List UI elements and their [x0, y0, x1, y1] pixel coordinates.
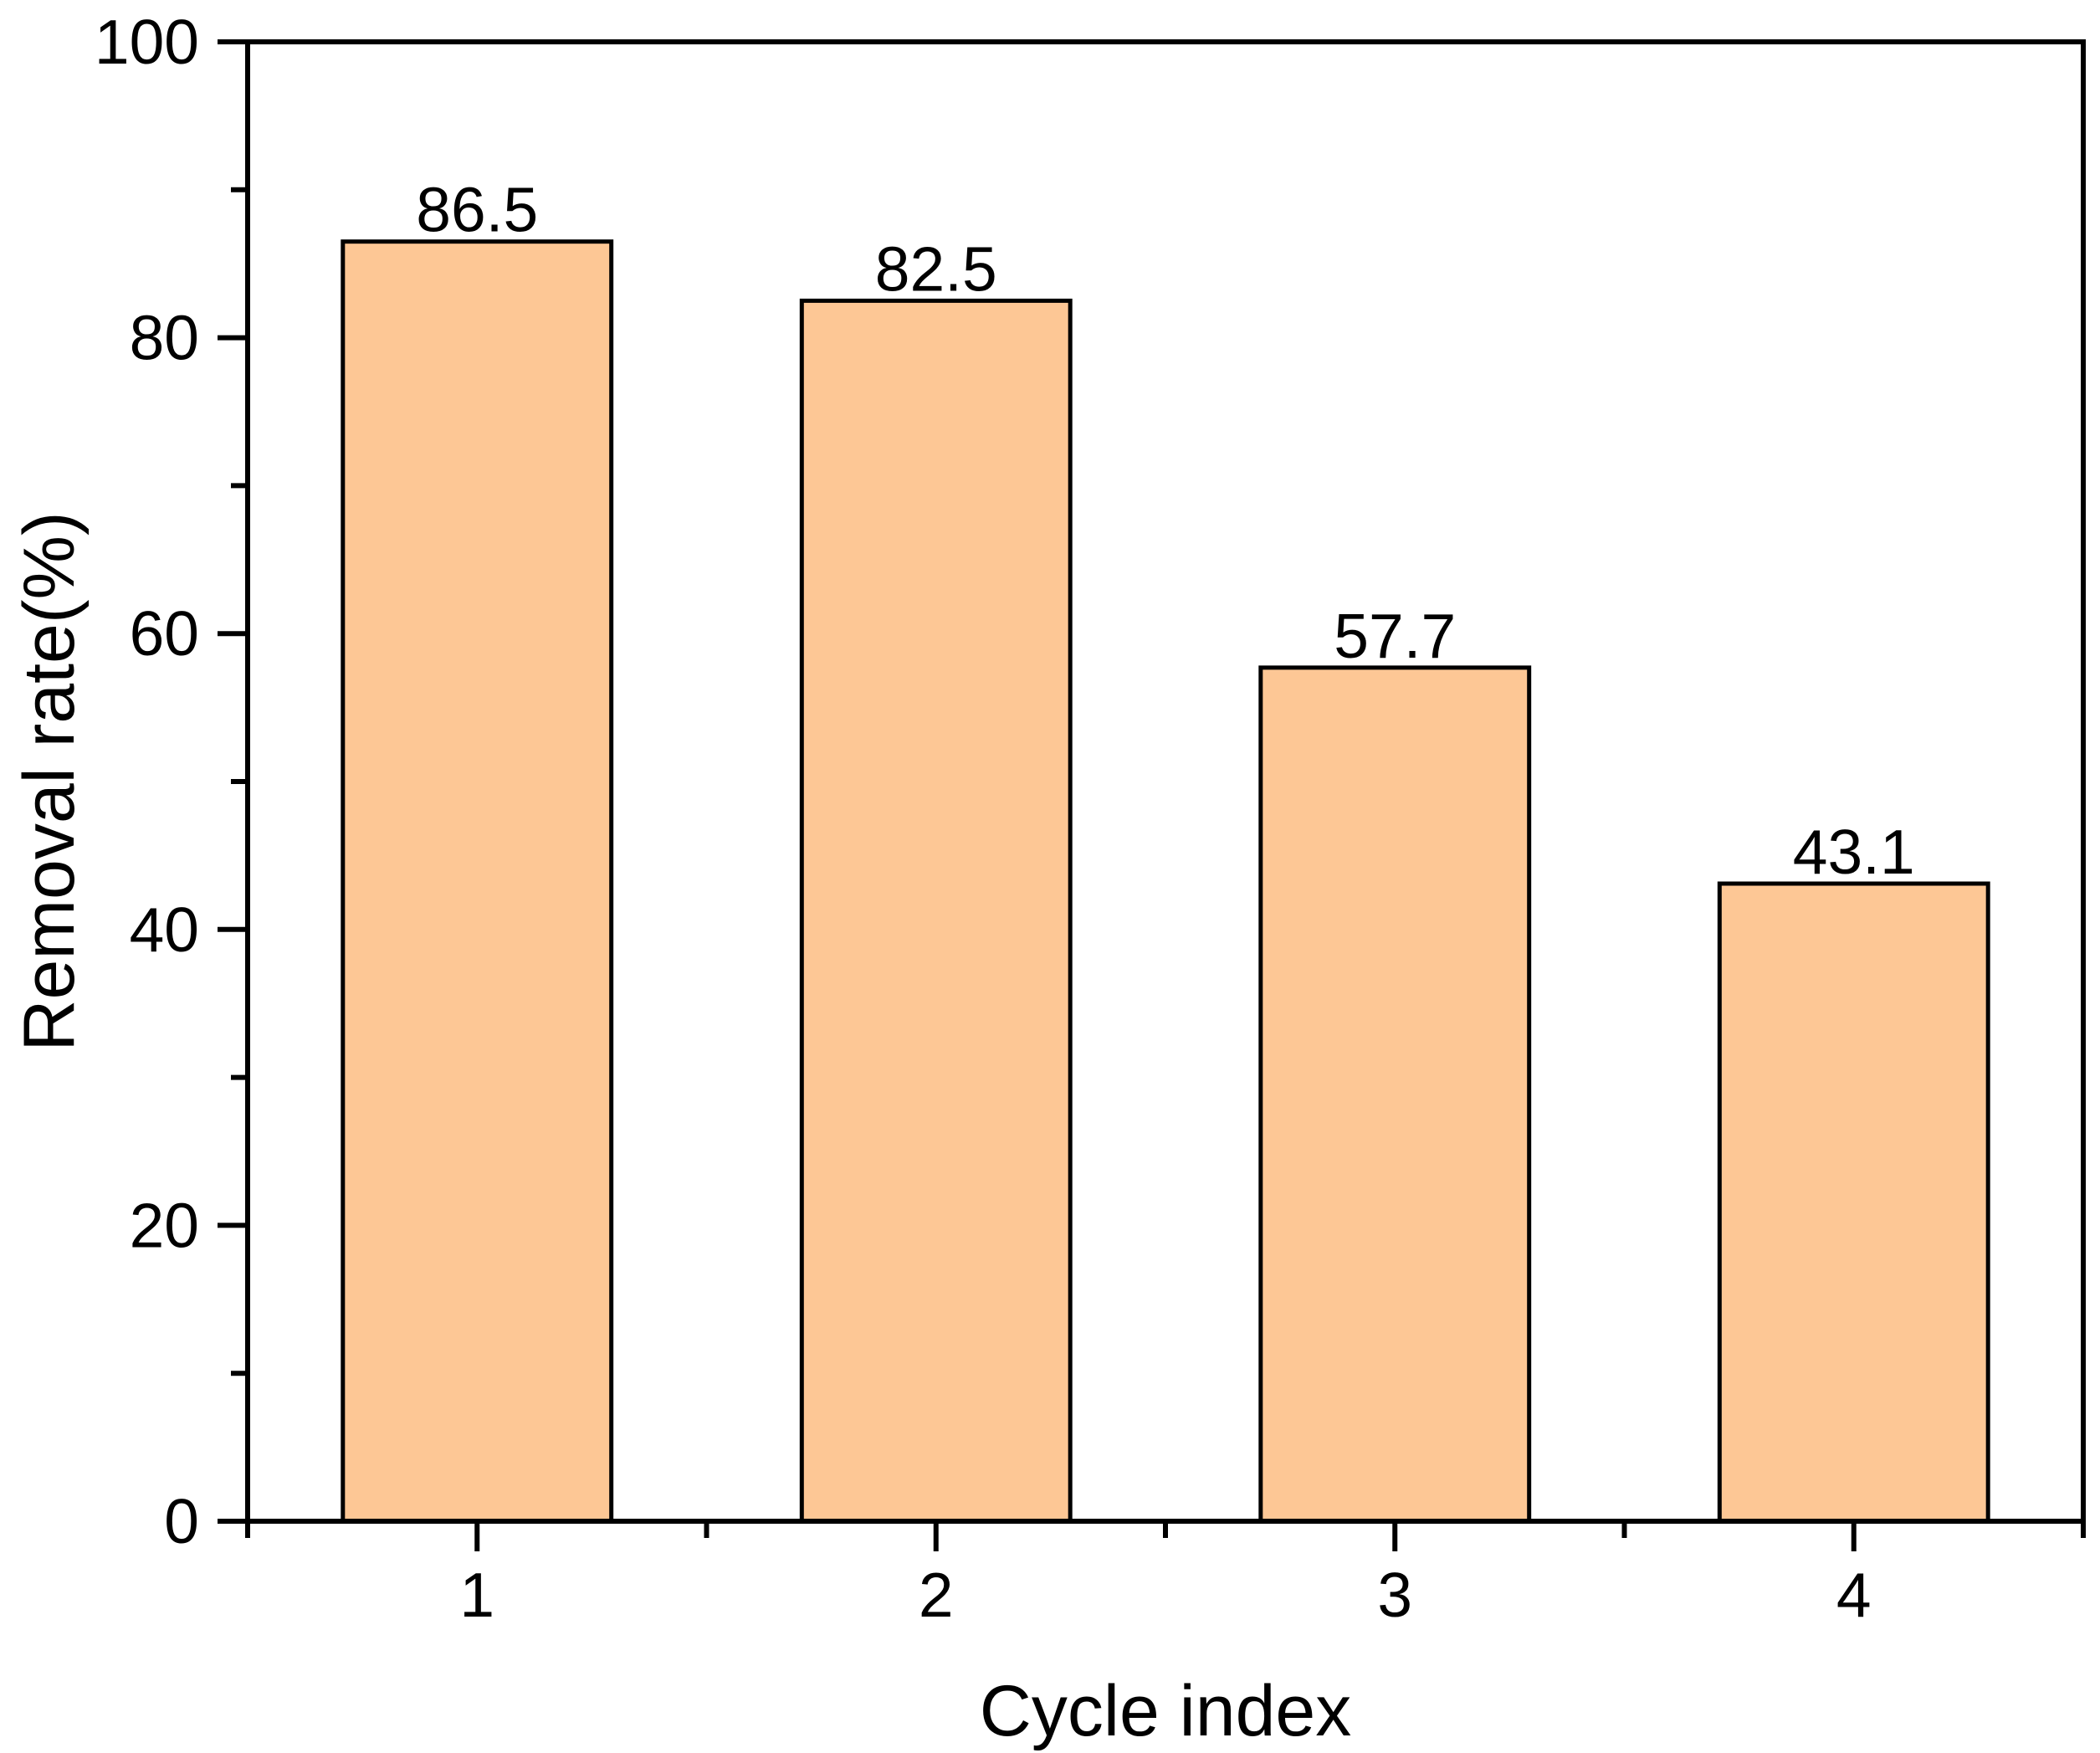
y-axis-title: Removal rate(%)	[9, 511, 90, 1051]
y-tick-label: 40	[130, 894, 199, 965]
y-tick-label: 60	[130, 598, 199, 669]
bar	[1717, 881, 1990, 1524]
bar-value-label: 43.1	[1793, 817, 1915, 887]
bar-value-label: 57.7	[1334, 601, 1456, 671]
x-tick-label: 2	[919, 1560, 954, 1630]
x-tick-label: 3	[1377, 1560, 1412, 1630]
plot-area: 86.5 82.5 57.7 43.1 0 20 40 60 80 100 1 2 3 4	[95, 7, 2086, 1630]
y-tick-label: 80	[130, 303, 199, 373]
bar	[341, 239, 614, 1524]
x-tick-label: 1	[459, 1560, 494, 1630]
bar-value-label: 82.5	[875, 233, 997, 304]
bar	[799, 298, 1073, 1524]
y-tick-label: 20	[130, 1190, 199, 1260]
y-tick-label: 0	[164, 1486, 199, 1556]
x-axis-title: Cycle index	[980, 1671, 1352, 1751]
bar	[1258, 665, 1532, 1524]
bar-value-label: 86.5	[416, 175, 538, 245]
plot-border	[245, 39, 2086, 1524]
x-tick-label: 4	[1836, 1560, 1872, 1630]
y-tick-label: 100	[95, 7, 199, 77]
